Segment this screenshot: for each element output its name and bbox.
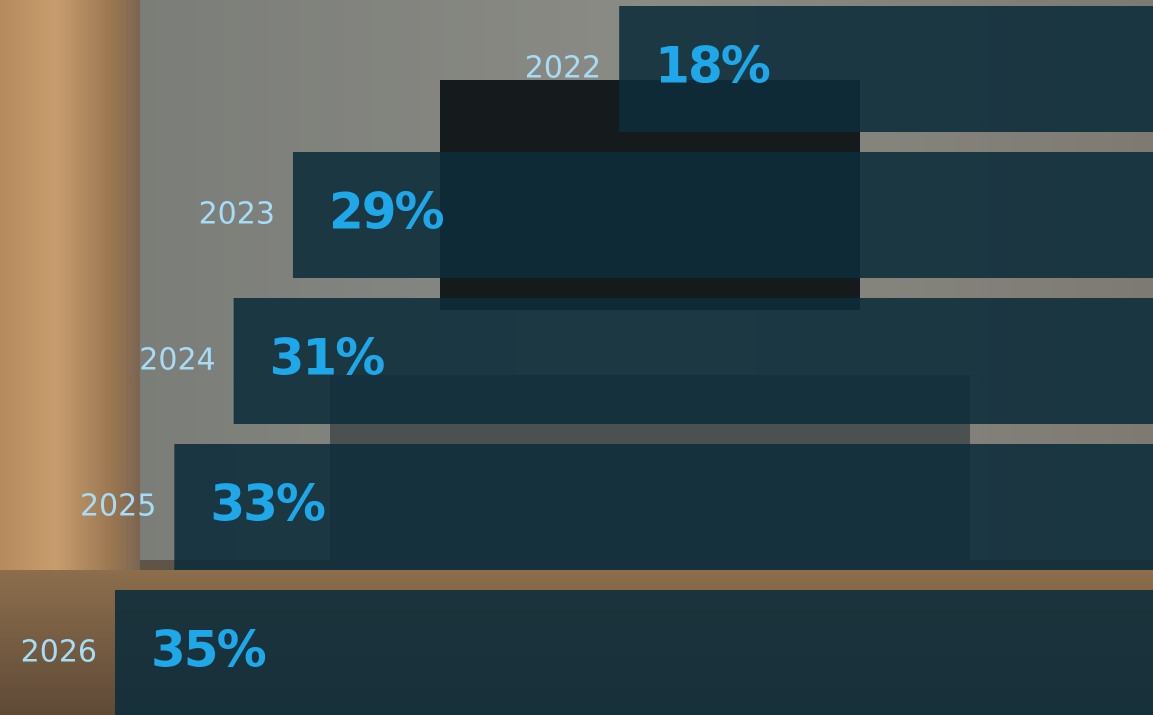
category-label: 2022 xyxy=(525,51,601,86)
bar xyxy=(115,590,1153,715)
category-label: 2025 xyxy=(80,489,156,524)
chart: 2022 18% 2023 29% 2024 31% 2025 33% 2026 35% xyxy=(0,0,1153,715)
category-label: 2023 xyxy=(199,197,275,232)
value-label: 31% xyxy=(270,329,385,387)
value-label: 35% xyxy=(151,621,266,679)
category-label: 2026 xyxy=(21,635,97,670)
category-label: 2024 xyxy=(139,343,215,378)
value-label: 29% xyxy=(329,183,444,241)
screen: 2022 18% 2023 29% 2024 31% 2025 33% 2026 35% xyxy=(0,0,1153,715)
value-label: 33% xyxy=(210,475,325,533)
value-label: 18% xyxy=(655,37,770,95)
